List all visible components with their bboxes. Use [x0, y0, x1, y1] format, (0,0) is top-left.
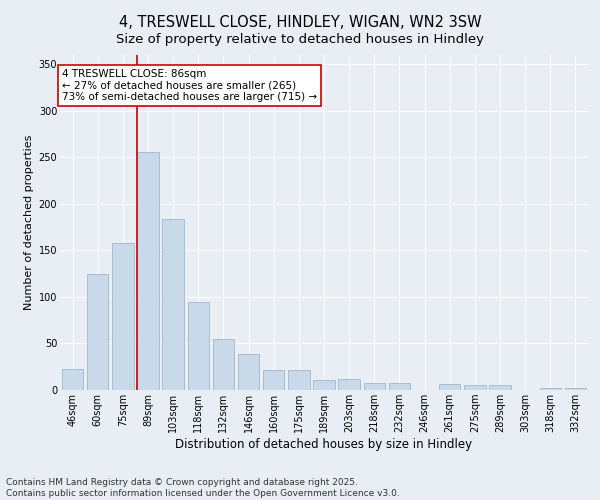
Bar — [62, 368, 83, 390]
Bar — [87, 274, 109, 390]
Bar — [464, 386, 485, 390]
Bar — [364, 382, 385, 390]
Bar — [539, 388, 561, 390]
Bar — [439, 384, 460, 390]
Bar — [238, 354, 259, 390]
Bar — [389, 384, 410, 390]
Bar — [112, 243, 134, 390]
Bar — [188, 302, 209, 390]
Bar — [213, 339, 234, 390]
Bar — [137, 152, 158, 390]
Bar — [490, 386, 511, 390]
Bar — [313, 380, 335, 390]
Text: 4, TRESWELL CLOSE, HINDLEY, WIGAN, WN2 3SW: 4, TRESWELL CLOSE, HINDLEY, WIGAN, WN2 3… — [119, 15, 481, 30]
Text: Contains HM Land Registry data © Crown copyright and database right 2025.
Contai: Contains HM Land Registry data © Crown c… — [6, 478, 400, 498]
Bar — [263, 370, 284, 390]
Bar — [163, 219, 184, 390]
Bar — [338, 379, 360, 390]
Text: 4 TRESWELL CLOSE: 86sqm
← 27% of detached houses are smaller (265)
73% of semi-d: 4 TRESWELL CLOSE: 86sqm ← 27% of detache… — [62, 69, 317, 102]
Bar — [288, 370, 310, 390]
Text: Size of property relative to detached houses in Hindley: Size of property relative to detached ho… — [116, 32, 484, 46]
Bar — [565, 388, 586, 390]
X-axis label: Distribution of detached houses by size in Hindley: Distribution of detached houses by size … — [175, 438, 473, 451]
Y-axis label: Number of detached properties: Number of detached properties — [25, 135, 34, 310]
